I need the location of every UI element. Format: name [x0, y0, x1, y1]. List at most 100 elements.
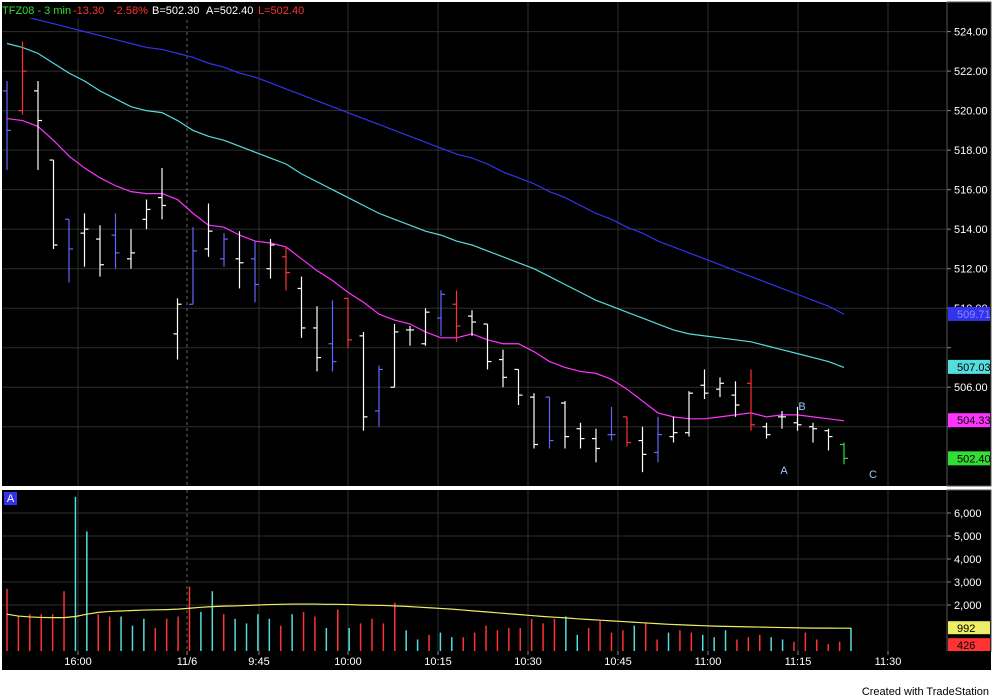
- ohlc-bar: [111, 213, 120, 269]
- volume-tick-label: 2,000: [954, 600, 982, 612]
- moving-average-cyan: [6, 42, 845, 369]
- price-marker-label: 504.33: [957, 415, 991, 427]
- ohlc-bar: [514, 368, 523, 406]
- volume-panel-badge: [4, 492, 17, 505]
- ohlc-bar: [127, 229, 135, 269]
- bid-label: B=502.30: [152, 5, 199, 17]
- volume-plot-bg: [2, 490, 947, 651]
- price-marker-label: 509.71: [957, 309, 991, 321]
- ohlc-bar: [483, 323, 492, 370]
- price-tick-label: 524.00: [954, 27, 988, 39]
- ohlc-bar: [359, 331, 368, 431]
- price-marker: [948, 306, 990, 321]
- volume-tick-label: 6,000: [954, 508, 982, 520]
- ohlc-bar: [344, 297, 352, 348]
- ohlc-bar: [235, 231, 244, 289]
- ohlc-bar: [762, 422, 771, 439]
- symbol-label: TFZ08 - 3 min: [2, 5, 71, 17]
- time-tick-label: 10:45: [604, 656, 632, 668]
- ohlc-bar: [607, 406, 616, 441]
- ohlc-bar: [468, 310, 476, 336]
- low-label: L=502.40: [258, 5, 304, 17]
- time-axis-bg: [2, 651, 991, 670]
- ohlc-bar: [297, 276, 306, 338]
- ohlc-bar: [545, 396, 554, 449]
- ohlc-bar: [142, 199, 151, 230]
- price-tick-label: 514.00: [954, 224, 988, 236]
- ohlc-bar: [220, 233, 228, 267]
- volume-tick-label: 5,000: [954, 531, 982, 543]
- ohlc-bar: [530, 393, 538, 449]
- price-marker: [948, 451, 990, 466]
- price-panel[interactable]: 506.00510.00512.00514.00516.00518.00520.…: [2, 1, 992, 487]
- header-bg: [2, 2, 302, 18]
- ohlc-bar: [685, 391, 693, 437]
- ohlc-bar: [700, 369, 709, 400]
- price-tick-label: 520.00: [954, 106, 988, 118]
- header-text: TFZ08 - 3 min -13.30 -2.58% B=502.30 A=5…: [2, 5, 304, 17]
- pattern-label-A: A: [780, 465, 788, 477]
- price-marker: [948, 359, 990, 374]
- price-marker: [948, 413, 990, 428]
- time-tick-label: 10:00: [334, 656, 362, 668]
- ohlc-bar: [65, 218, 73, 283]
- ohlc-bar: [173, 298, 182, 360]
- ohlc-bar: [623, 416, 631, 447]
- ohlc-bar: [18, 41, 27, 115]
- volume-panel-title: A: [7, 493, 15, 505]
- ohlc-bar: [251, 241, 259, 303]
- ohlc-bar: [204, 203, 213, 257]
- volume-marker-label: 426: [957, 640, 975, 652]
- time-tick-label: 11:30: [875, 656, 902, 668]
- ohlc-bar: [452, 290, 461, 342]
- change-label: -13.30: [73, 5, 104, 17]
- moving-average-blue: [6, 11, 845, 315]
- ohlc-bar: [158, 167, 166, 220]
- time-tick-label: 11/6: [177, 656, 198, 668]
- ohlc-bar: [561, 401, 569, 449]
- footer-credit: Created with TradeStation: [861, 686, 989, 698]
- ohlc-bar: [421, 308, 430, 346]
- ohlc-bar: [592, 428, 600, 463]
- ohlc-bar: [406, 325, 414, 346]
- ohlc-bar: [266, 239, 275, 279]
- ohlc-bar: [34, 81, 42, 170]
- ohlc-bar: [49, 159, 58, 249]
- ohlc-bar: [328, 300, 337, 372]
- change-pct-label: -2.58%: [113, 5, 148, 17]
- ohlc-bar: [654, 416, 662, 463]
- ohlc-bar: [80, 213, 89, 267]
- ohlc-bar: [731, 381, 740, 417]
- ask-label: A=502.40: [206, 5, 253, 17]
- price-tick-label: 518.00: [954, 145, 988, 157]
- volume-marker-label: 992: [957, 623, 975, 635]
- ohlc-bar: [313, 306, 321, 372]
- volume-tick-label: 4,000: [954, 554, 982, 566]
- pattern-label-C: C: [869, 469, 877, 481]
- volume-panel[interactable]: 2,000 3,000 4,000 5,000 6,000 A 992 426: [2, 489, 992, 652]
- time-tick-label: 10:30: [514, 656, 542, 668]
- pattern-label-B: B: [798, 401, 805, 413]
- time-axis: 16:00 11/6 9:45 10:00 10:15 10:30 10:45 11:00 11…: [2, 651, 991, 670]
- price-marker-label: 507.03: [957, 362, 991, 374]
- ohlc-bar: [499, 349, 507, 388]
- price-tick-label: 522.00: [954, 66, 988, 78]
- ohlc-bar: [716, 377, 724, 398]
- ohlc-bar: [793, 406, 802, 431]
- time-tick-label: 11:00: [695, 656, 722, 668]
- ohlc-bar: [282, 246, 290, 291]
- price-plot-bg: [2, 2, 947, 486]
- ohlc-bar: [809, 422, 817, 443]
- ohlc-bar: [437, 290, 445, 336]
- ohlc-bar: [778, 410, 786, 429]
- price-tick-label: 516.00: [954, 185, 988, 197]
- ohlc-bar: [3, 81, 11, 170]
- ohlc-bar: [96, 225, 104, 277]
- ohlc-bar: [669, 416, 678, 443]
- volume-marker: [948, 621, 990, 635]
- price-marker-label: 502.40: [957, 453, 991, 465]
- time-tick-label: 10:15: [424, 656, 452, 668]
- ohlc-bar: [840, 442, 848, 465]
- price-axis-bg: [946, 1, 992, 487]
